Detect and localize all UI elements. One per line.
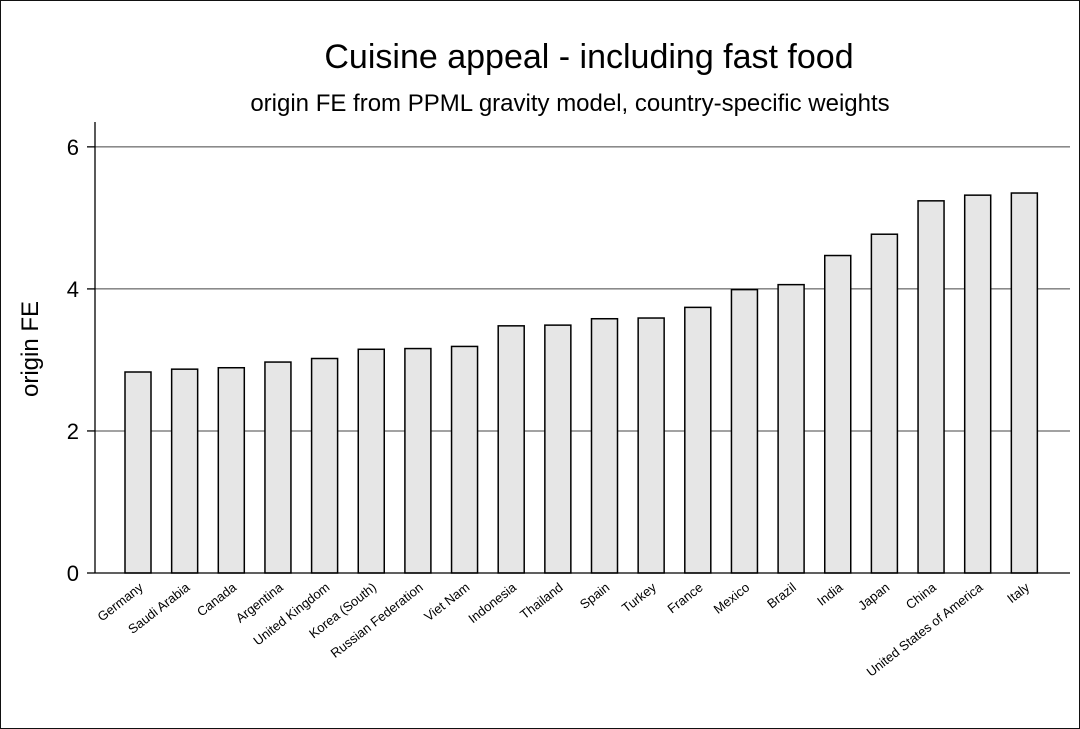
x-tick-label: India — [814, 579, 846, 609]
bar — [217, 366, 246, 574]
y-tick-label: 6 — [67, 135, 79, 160]
bar — [357, 348, 385, 574]
y-axis-label: origin FE — [17, 301, 44, 397]
x-tick-label: Spain — [577, 580, 612, 612]
x-tick-label: Indonesia — [465, 579, 519, 626]
y-tick-label: 4 — [67, 277, 79, 302]
bar — [310, 357, 339, 574]
bar — [963, 194, 992, 574]
bar — [637, 317, 665, 574]
chart-title: Cuisine appeal - including fast food — [324, 38, 853, 76]
bar — [730, 288, 759, 574]
bar — [544, 324, 572, 574]
x-tick-label: Japan — [855, 580, 892, 614]
bar — [684, 306, 712, 574]
bar — [870, 233, 899, 574]
bar — [450, 345, 479, 574]
x-tick-label: China — [903, 579, 940, 612]
bar — [824, 254, 852, 574]
x-tick-label: Italy — [1004, 579, 1032, 606]
bar — [497, 325, 525, 574]
x-tick-label: Brazil — [764, 579, 799, 611]
y-tick-label: 2 — [67, 419, 79, 444]
y-tick-label: 0 — [67, 561, 79, 586]
bars — [124, 192, 1039, 574]
x-tick-label: Mexico — [711, 580, 753, 617]
bar — [124, 371, 152, 574]
x-tick-label: France — [665, 580, 706, 617]
bar — [404, 347, 432, 574]
chart-subtitle: origin FE from PPML gravity model, count… — [250, 90, 889, 117]
x-tick-label: Viet Nam — [421, 580, 472, 625]
x-tick-label: Thailand — [517, 580, 566, 623]
gridlines — [95, 146, 1070, 432]
bar — [917, 200, 945, 574]
x-tick-label: Turkey — [619, 579, 660, 615]
bar — [777, 283, 805, 574]
bar — [264, 361, 292, 574]
bar — [170, 368, 199, 574]
bar — [590, 317, 619, 574]
y-axis-ticks: 0 2 4 6 — [67, 135, 95, 586]
bar — [1010, 192, 1039, 574]
